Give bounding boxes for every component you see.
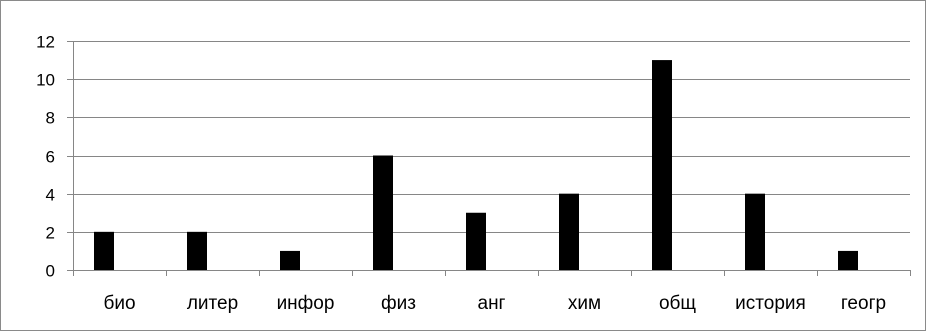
y-tick-label: 4 [46,186,55,205]
x-category-label: био [103,293,135,314]
axes [73,41,911,276]
bar-анг [466,212,486,270]
x-category-label: геогр [841,293,886,314]
bar-общ [652,60,672,271]
x-category-label: общ [659,293,696,314]
x-category-label: инфор [277,293,335,314]
bar-физ [373,155,393,270]
bar-литер [187,231,207,270]
bar-геогр [838,250,858,270]
x-category-label: история [735,293,806,314]
bars [94,60,858,271]
y-tick-label: 8 [46,109,55,128]
x-category-labels: био литер инфор физ анг хим общ история геогр [103,293,886,314]
y-tick-label: 2 [46,224,55,243]
x-category-label: физ [381,293,416,314]
x-category-label: литер [187,293,238,314]
y-tick-label: 0 [46,262,55,281]
x-category-label: хим [568,293,601,314]
y-tick-label: 10 [36,71,55,90]
bar-история [745,193,765,270]
y-tick-label: 12 [36,33,55,52]
y-tick-label: 6 [46,148,55,167]
gridlines [67,41,910,271]
bar-инфор [280,250,300,270]
bar-хим [559,193,579,270]
bar-био [94,231,114,270]
x-category-label: анг [478,293,506,314]
y-tick-labels: 0 2 4 6 8 10 12 [36,33,55,281]
